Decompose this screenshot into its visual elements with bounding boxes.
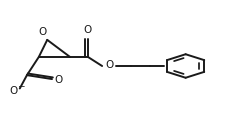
Text: O: O: [84, 25, 92, 35]
Text: O: O: [10, 86, 18, 96]
Text: O: O: [39, 27, 47, 37]
Text: O: O: [54, 75, 63, 85]
Text: O: O: [105, 60, 113, 70]
Text: −: −: [17, 81, 25, 90]
